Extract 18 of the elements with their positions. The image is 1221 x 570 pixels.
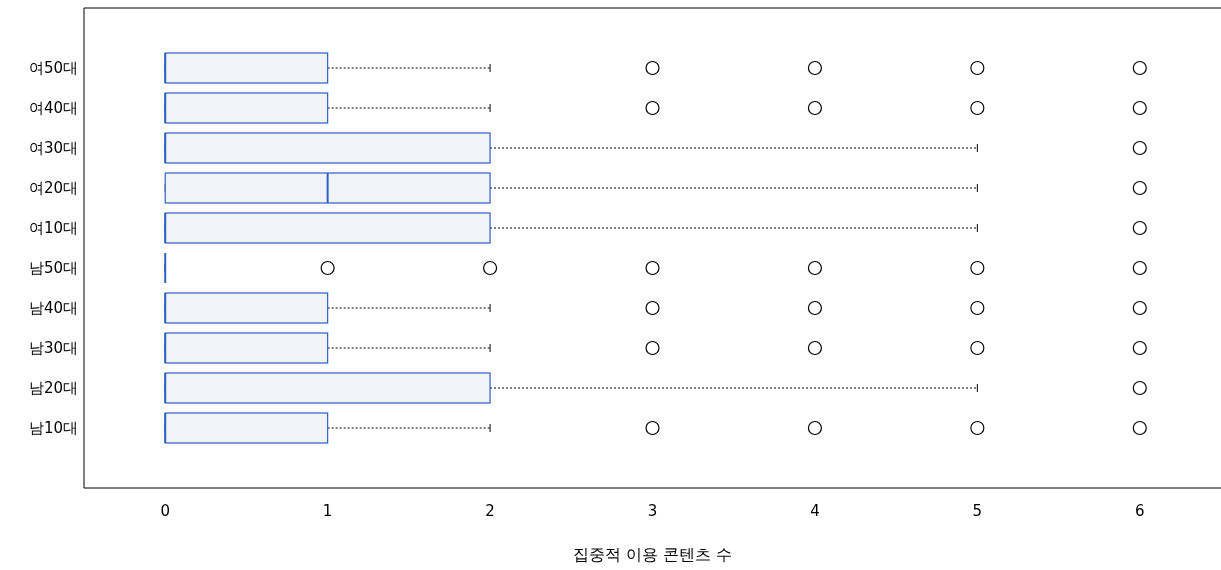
x-tick-label: 2 — [485, 502, 495, 520]
y-tick-label: 남40대 — [28, 299, 78, 318]
y-tick-label: 남20대 — [28, 379, 78, 398]
x-tick-label: 6 — [1135, 502, 1145, 520]
x-axis-title: 집중적 이용 콘텐츠 수 — [572, 545, 733, 564]
y-tick-label: 남10대 — [28, 419, 78, 438]
y-tick-label: 여50대 — [28, 59, 78, 78]
y-tick-label: 여40대 — [28, 99, 78, 118]
x-tick-label: 3 — [647, 502, 658, 520]
x-tick-label: 0 — [160, 502, 170, 520]
y-tick-label: 남30대 — [28, 339, 78, 358]
y-tick-label: 여20대 — [28, 179, 78, 198]
y-tick-label: 남50대 — [28, 259, 78, 278]
y-tick-label: 여10대 — [28, 219, 78, 238]
x-tick-label: 5 — [972, 502, 983, 520]
y-tick-label: 여30대 — [28, 139, 78, 158]
x-tick-label: 1 — [322, 502, 333, 520]
x-tick-label: 4 — [810, 502, 820, 520]
